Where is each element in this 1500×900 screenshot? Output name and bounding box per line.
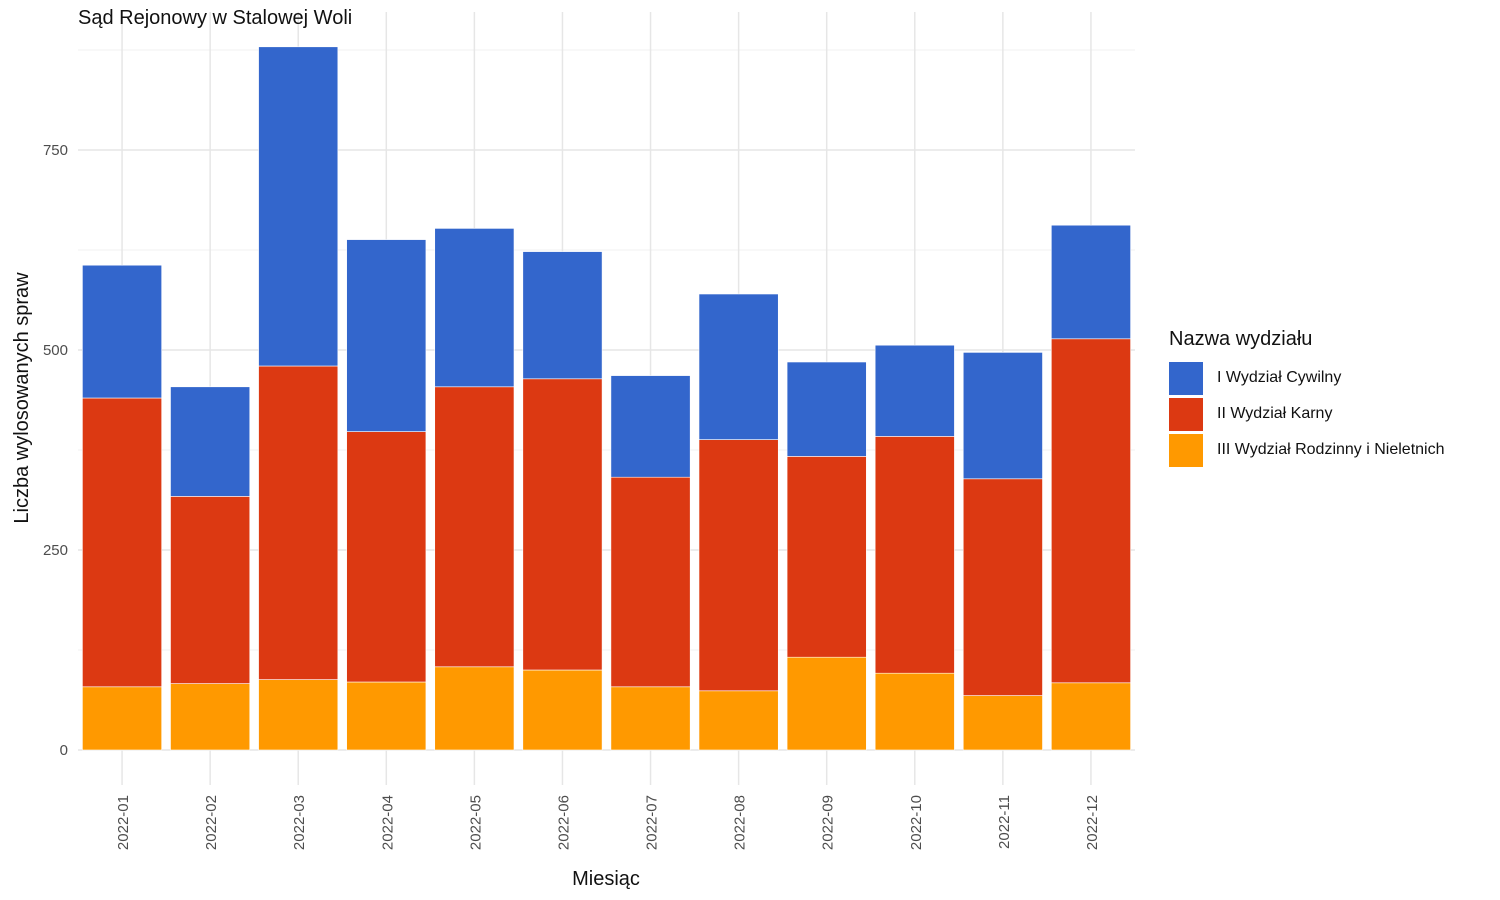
x-tick-label: 2022-12 — [1084, 795, 1101, 850]
y-axis-ticks: 0 250 500 750 — [43, 142, 68, 759]
bar-segment — [1051, 224, 1131, 340]
bar-segment — [346, 239, 427, 432]
bar-segment — [1051, 682, 1131, 751]
bar-segment — [874, 672, 955, 751]
bar-segment — [962, 478, 1043, 696]
bar-segment — [258, 679, 339, 751]
legend-item-rodzinny: III Wydział Rodzinny i Nieletnich — [1169, 432, 1445, 468]
bar-segment — [170, 386, 251, 497]
x-tick-label: 2022-09 — [820, 795, 837, 850]
legend: Nazwa wydziału I Wydział Cywilny II Wydz… — [1169, 328, 1445, 468]
legend-label-karny: II Wydział Karny — [1217, 405, 1333, 422]
y-tick-label: 250 — [43, 542, 68, 559]
x-tick-label: 2022-05 — [467, 795, 484, 850]
x-tick-label: 2022-11 — [996, 795, 1013, 849]
y-tick-label: 500 — [43, 342, 68, 359]
bar-segment — [874, 436, 955, 674]
bar-segment — [962, 352, 1043, 480]
x-tick-label: 2022-10 — [908, 795, 925, 850]
bar-segment — [434, 386, 515, 668]
y-tick-label: 0 — [60, 742, 68, 759]
legend-key-karny — [1169, 397, 1203, 431]
bar-segment — [786, 456, 867, 658]
bar-segment — [786, 656, 867, 751]
legend-item-cywilny: I Wydział Cywilny — [1169, 360, 1445, 396]
bar-segment — [610, 476, 691, 688]
bar-segment — [82, 686, 162, 751]
bar-segment — [170, 496, 251, 684]
bar-segment — [346, 431, 427, 683]
bar-segment — [522, 378, 603, 671]
bar-segment — [434, 666, 515, 751]
x-axis-ticks: 2022-01 2022-02 2022-03 2022-04 2022-05 2022-… — [115, 795, 1101, 850]
x-tick-label: 2022-08 — [732, 795, 749, 850]
bar-segment — [170, 683, 251, 751]
bar-segment — [258, 365, 339, 680]
legend-item-karny: II Wydział Karny — [1169, 396, 1445, 432]
bar-segment — [610, 375, 691, 478]
bar-segment — [82, 264, 162, 399]
x-tick-label: 2022-01 — [115, 795, 132, 850]
bar-segment — [258, 46, 339, 367]
legend-title: Nazwa wydziału — [1169, 328, 1313, 350]
bar-segment — [1051, 338, 1131, 684]
x-axis-label: Miesiąc — [572, 868, 640, 890]
legend-label-cywilny: I Wydział Cywilny — [1217, 369, 1342, 386]
bar-segment — [786, 361, 867, 457]
chart-title: Sąd Rejonowy w Stalowej Woli — [78, 7, 353, 29]
bar-segment — [962, 695, 1043, 751]
bar-segment — [522, 669, 603, 751]
x-tick-label: 2022-03 — [291, 795, 308, 850]
bar-segment — [874, 344, 955, 437]
legend-key-cywilny — [1169, 361, 1203, 395]
x-tick-label: 2022-04 — [379, 795, 396, 850]
legend-key-rodzinny — [1169, 433, 1203, 467]
bar-segment — [434, 228, 515, 388]
x-tick-label: 2022-07 — [644, 795, 661, 850]
legend-label-rodzinny: III Wydział Rodzinny i Nieletnich — [1217, 441, 1445, 458]
bar-segment — [522, 251, 603, 380]
bars — [82, 46, 1131, 751]
bar-segment — [698, 439, 779, 692]
bar-segment — [698, 690, 779, 751]
y-tick-label: 750 — [43, 142, 68, 159]
bar-segment — [82, 397, 162, 688]
bar-segment — [346, 681, 427, 751]
y-axis-label: Liczba wylosowanych spraw — [11, 272, 33, 524]
bar-segment — [698, 293, 779, 440]
x-tick-label: 2022-06 — [555, 795, 572, 850]
x-tick-label: 2022-02 — [203, 795, 220, 850]
bar-segment — [610, 686, 691, 751]
